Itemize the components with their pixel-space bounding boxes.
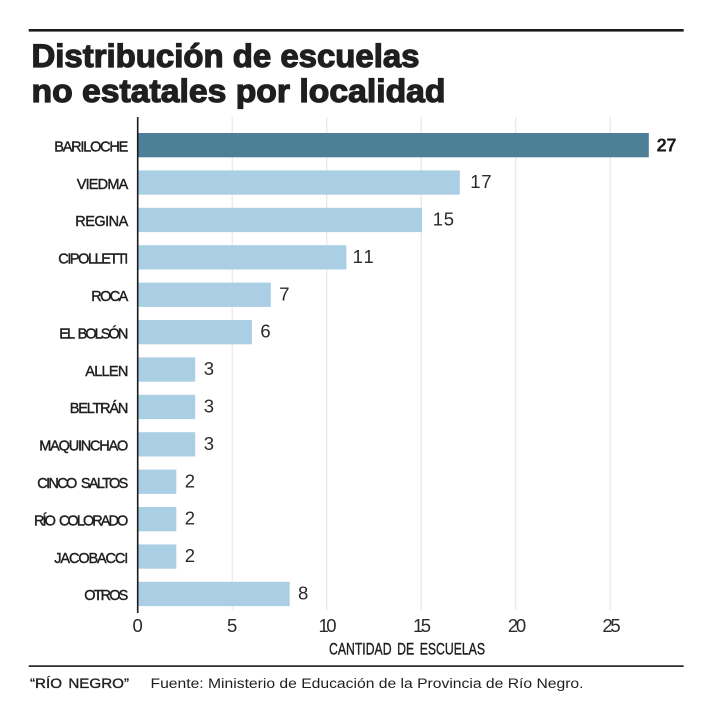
svg-text:5: 5 (227, 615, 237, 636)
svg-text:CINCO SALTOS: CINCO SALTOS (37, 476, 128, 492)
svg-text:Distribución de escuelas: Distribución de escuelas (32, 38, 420, 74)
svg-text:BELTRÁN: BELTRÁN (70, 400, 129, 417)
svg-text:EL BOLSÓN: EL BOLSÓN (59, 325, 128, 342)
svg-text:1: 1 (470, 171, 480, 192)
svg-text:2: 2 (185, 508, 195, 529)
svg-text:1: 1 (413, 615, 423, 636)
svg-text:1: 1 (319, 615, 329, 636)
svg-text:2: 2 (185, 470, 195, 491)
svg-text:2: 2 (602, 615, 612, 636)
svg-text:2: 2 (657, 135, 667, 156)
svg-text:6: 6 (260, 321, 270, 342)
svg-text:5: 5 (444, 209, 454, 230)
svg-text:MAQUINCHAO: MAQUINCHAO (39, 439, 128, 455)
svg-text:CANTIDAD DE ESCUELAS: CANTIDAD DE ESCUELAS (329, 640, 485, 659)
svg-text:3: 3 (204, 433, 214, 454)
svg-text:5: 5 (421, 615, 431, 636)
svg-text:CIPOLLETTI: CIPOLLETTI (58, 252, 128, 268)
svg-text:0: 0 (133, 615, 143, 636)
svg-text:REGINA: REGINA (75, 214, 128, 230)
svg-text:ROCA: ROCA (91, 289, 128, 305)
svg-text:BARILOCHE: BARILOCHE (54, 139, 128, 155)
svg-text:0: 0 (326, 615, 336, 636)
svg-text:ALLEN: ALLEN (85, 364, 128, 380)
svg-text:0: 0 (516, 615, 526, 636)
svg-text:3: 3 (204, 358, 214, 379)
svg-text:2: 2 (185, 545, 195, 566)
svg-text:5: 5 (610, 615, 620, 636)
svg-text:7: 7 (481, 171, 491, 192)
svg-text:7: 7 (666, 135, 676, 156)
svg-text:2: 2 (508, 615, 518, 636)
svg-text:3: 3 (204, 396, 214, 417)
svg-text:RÍO COLORADO: RÍO COLORADO (34, 512, 128, 529)
svg-text:VIEDMA: VIEDMA (77, 177, 129, 193)
svg-text:1: 1 (364, 246, 374, 267)
svg-text:no estatales por localidad: no estatales por localidad (32, 73, 446, 109)
svg-text:Fuente: Ministerio de Educació: Fuente: Ministerio de Educación de la Pr… (151, 675, 584, 691)
svg-text:JACOBACCI: JACOBACCI (54, 551, 128, 567)
svg-text:1: 1 (433, 209, 443, 230)
svg-text:“RÍO NEGRO”: “RÍO NEGRO” (30, 675, 129, 691)
svg-text:7: 7 (279, 283, 289, 304)
svg-text:8: 8 (298, 583, 308, 604)
svg-text:OTROS: OTROS (84, 588, 128, 604)
svg-text:1: 1 (353, 246, 363, 267)
